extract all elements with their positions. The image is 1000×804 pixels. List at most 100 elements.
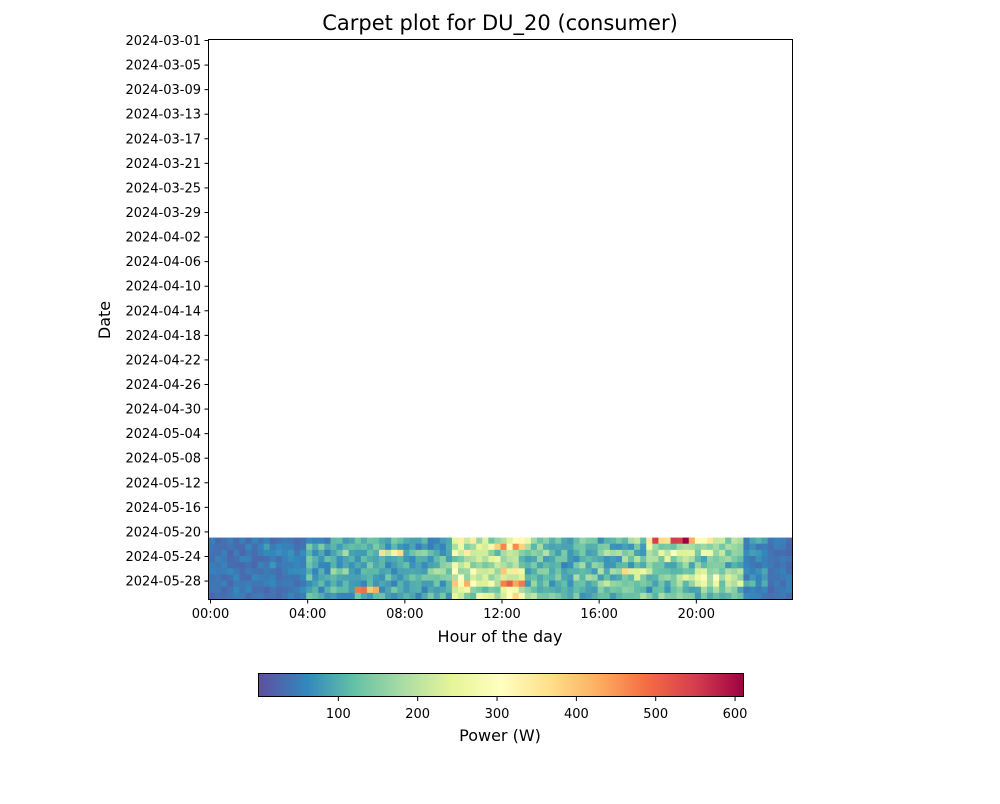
heatmap-cell bbox=[464, 562, 471, 569]
y-tick-label: 2024-05-04 bbox=[125, 427, 201, 442]
heatmap-cell bbox=[603, 586, 611, 594]
heatmap-cell bbox=[719, 556, 726, 563]
heatmap-cell bbox=[719, 592, 726, 600]
heatmap-cell bbox=[518, 562, 526, 569]
heatmap-cell bbox=[257, 543, 265, 551]
heatmap-cell bbox=[251, 592, 258, 600]
heatmap-cell bbox=[324, 580, 331, 588]
heatmap-cell bbox=[597, 568, 605, 575]
heatmap-cell bbox=[652, 549, 659, 557]
y-tick-label: 2024-03-21 bbox=[125, 157, 201, 172]
heatmap-cell bbox=[457, 592, 465, 600]
heatmap-cell bbox=[603, 537, 611, 545]
heatmap-cell bbox=[670, 586, 678, 594]
heatmap-cell bbox=[409, 562, 416, 569]
heatmap-cell bbox=[512, 574, 520, 581]
heatmap-cell bbox=[342, 574, 350, 581]
heatmap-cell bbox=[500, 562, 507, 569]
heatmap-cell bbox=[706, 562, 714, 569]
heatmap-cell bbox=[743, 568, 750, 575]
heatmap-cell bbox=[561, 568, 568, 575]
x-axis-label: Hour of the day bbox=[438, 627, 563, 646]
heatmap-cell bbox=[221, 537, 228, 545]
heatmap-cell bbox=[421, 549, 429, 557]
heatmap-cell bbox=[719, 562, 726, 569]
heatmap-cell bbox=[773, 580, 781, 588]
heatmap-cell bbox=[524, 556, 532, 563]
heatmap-cell bbox=[312, 556, 319, 563]
heatmap-cell bbox=[706, 592, 714, 600]
heatmap-cell bbox=[366, 537, 374, 545]
heatmap-cell bbox=[731, 537, 738, 545]
heatmap-cell bbox=[530, 562, 538, 569]
heatmap-cells bbox=[209, 537, 793, 600]
x-tick-label: 16:00 bbox=[580, 607, 617, 622]
heatmap-cell bbox=[773, 586, 781, 594]
heatmap-cell bbox=[694, 586, 702, 594]
heatmap-cell bbox=[451, 568, 459, 575]
heatmap-cell bbox=[221, 580, 228, 588]
heatmap-cell bbox=[494, 556, 501, 563]
heatmap-cell bbox=[585, 543, 592, 551]
heatmap-cell bbox=[409, 568, 416, 575]
heatmap-cell bbox=[628, 549, 635, 557]
heatmap-cell bbox=[470, 549, 477, 557]
heatmap-cell bbox=[524, 562, 532, 569]
heatmap-cell bbox=[275, 537, 283, 545]
heatmap-cell bbox=[269, 592, 277, 600]
heatmap-cell bbox=[300, 543, 307, 551]
heatmap-cell bbox=[573, 574, 580, 581]
heatmap-cell bbox=[591, 568, 599, 575]
heatmap-cell bbox=[427, 549, 435, 557]
heatmap-cell bbox=[713, 562, 720, 569]
heatmap-cell bbox=[512, 537, 520, 545]
heatmap-cell bbox=[737, 568, 744, 575]
heatmap-cell bbox=[275, 586, 283, 594]
heatmap-cell bbox=[573, 568, 580, 575]
heatmap-cell bbox=[457, 568, 465, 575]
heatmap-cell bbox=[628, 562, 635, 569]
heatmap-cell bbox=[524, 537, 532, 545]
heatmap-cell bbox=[451, 562, 459, 569]
heatmap-cell bbox=[579, 543, 586, 551]
heatmap-cell bbox=[591, 556, 599, 563]
heatmap-cell bbox=[403, 556, 410, 563]
heatmap-cell bbox=[579, 537, 586, 545]
heatmap-cell bbox=[397, 543, 404, 551]
heatmap-cell bbox=[755, 556, 763, 563]
heatmap-cell bbox=[342, 537, 350, 545]
y-tick-label: 2024-05-16 bbox=[125, 501, 201, 516]
y-tick-label: 2024-04-22 bbox=[125, 353, 201, 368]
heatmap-cell bbox=[494, 568, 501, 575]
heatmap-cell bbox=[719, 580, 726, 588]
heatmap-cell bbox=[257, 592, 265, 600]
heatmap-cell bbox=[573, 580, 580, 588]
heatmap-cell bbox=[372, 549, 380, 557]
heatmap-cell bbox=[749, 556, 756, 563]
heatmap-cell bbox=[646, 556, 653, 563]
heatmap-cell bbox=[421, 592, 429, 600]
heatmap-cell bbox=[670, 592, 678, 600]
heatmap-cell bbox=[360, 592, 368, 600]
heatmap-cell bbox=[330, 549, 337, 557]
heatmap-cell bbox=[676, 592, 684, 600]
heatmap-cell bbox=[427, 537, 435, 545]
heatmap-cell bbox=[737, 574, 744, 581]
heatmap-cell bbox=[621, 562, 629, 569]
heatmap-cell bbox=[372, 556, 380, 563]
heatmap-cell bbox=[257, 586, 265, 594]
heatmap-cell bbox=[287, 543, 295, 551]
y-tick-label: 2024-04-06 bbox=[125, 255, 201, 270]
heatmap-cell bbox=[348, 574, 356, 581]
heatmap-cell bbox=[579, 549, 586, 557]
heatmap-cell bbox=[372, 592, 380, 600]
heatmap-cell bbox=[664, 562, 671, 569]
heatmap-cell bbox=[482, 537, 489, 545]
heatmap-cell bbox=[767, 574, 775, 581]
heatmap-cell bbox=[500, 549, 507, 557]
heatmap-cell bbox=[318, 568, 325, 575]
heatmap-cell bbox=[561, 592, 568, 600]
y-tick-label: 2024-03-17 bbox=[125, 132, 201, 147]
heatmap-cell bbox=[676, 543, 684, 551]
heatmap-cell bbox=[719, 549, 726, 557]
